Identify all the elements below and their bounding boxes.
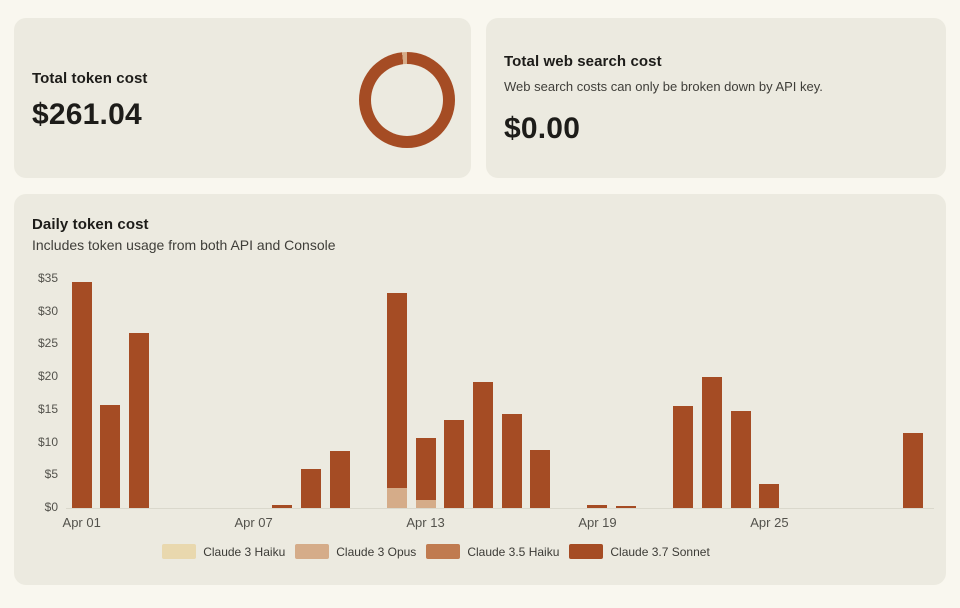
y-tick--30: $30	[37, 303, 58, 318]
x-tick-apr-01: Apr 01	[62, 515, 101, 530]
y-tick--5: $5	[44, 467, 58, 482]
bar-apr-22-claude-3-7-sonnet[interactable]	[673, 405, 694, 508]
daily-token-cost-card: Daily token cost Includes token usage fr…	[14, 194, 946, 585]
bar-apr-30-claude-3-7-sonnet[interactable]	[902, 433, 923, 508]
legend-label-claude-3-5-haiku: Claude 3.5 Haiku	[467, 544, 560, 559]
bar-apr-19-claude-3-7-sonnet[interactable]	[587, 504, 608, 508]
bar-apr-17-claude-3-7-sonnet[interactable]	[530, 450, 551, 508]
bar-apr-15-claude-3-7-sonnet[interactable]	[472, 381, 493, 508]
y-tick--10: $10	[37, 434, 58, 449]
x-tick-apr-19: Apr 19	[578, 515, 617, 530]
legend-item-claude-3-opus: Claude 3 Opus	[295, 544, 416, 559]
bar-apr-23-claude-3-7-sonnet[interactable]	[702, 376, 723, 508]
legend-label-claude-3-opus: Claude 3 Opus	[336, 544, 417, 559]
y-tick--15: $15	[37, 401, 58, 416]
legend-swatch-claude-3-5-haiku	[426, 544, 461, 559]
bar-apr-01-claude-3-7-sonnet[interactable]	[71, 281, 92, 508]
x-tick-apr-25: Apr 25	[750, 515, 789, 530]
bar-apr-16-claude-3-7-sonnet[interactable]	[501, 413, 522, 508]
bar-series	[14, 194, 946, 508]
bar-apr-14-claude-3-7-sonnet[interactable]	[444, 420, 465, 508]
x-tick-apr-07: Apr 07	[234, 515, 273, 530]
legend-item-claude-3-7-sonnet: Claude 3.7 Sonnet	[569, 544, 710, 559]
legend-label-claude-3-7-sonnet: Claude 3.7 Sonnet	[610, 544, 710, 559]
total-web-search-cost-subtitle: Web search costs can only be broken down…	[504, 79, 823, 94]
donut-hole	[371, 64, 443, 136]
bar-apr-10-claude-3-7-sonnet[interactable]	[329, 451, 350, 508]
total-web-search-cost-value: $0.00	[504, 112, 581, 145]
total-token-cost-card: Total token cost $261.04	[14, 18, 471, 178]
bar-apr-08-claude-3-7-sonnet[interactable]	[272, 505, 293, 508]
y-tick--0: $0	[44, 500, 58, 514]
daily-token-cost-subtitle: Includes token usage from both API and C…	[32, 237, 336, 253]
bar-apr-25-claude-3-7-sonnet[interactable]	[759, 484, 780, 508]
y-tick--20: $20	[37, 369, 58, 384]
bar-apr-13-claude-3-opus[interactable]	[415, 499, 436, 508]
chart-legend: Claude 3 Haiku Claude 3 Opus Claude 3.5 Ha…	[0, 544, 902, 559]
legend-swatch-claude-3-opus	[295, 544, 330, 559]
y-tick--25: $25	[37, 336, 58, 351]
bar-apr-02-claude-3-7-sonnet[interactable]	[100, 405, 121, 508]
bar-apr-20-claude-3-7-sonnet[interactable]	[616, 506, 637, 508]
token-cost-donut-chart[interactable]	[359, 52, 455, 148]
x-axis-line	[66, 508, 934, 509]
bar-apr-12-claude-3-7-sonnet[interactable]	[386, 293, 407, 488]
total-web-search-cost-title: Total web search cost	[504, 53, 662, 70]
bar-apr-13-claude-3-7-sonnet[interactable]	[415, 438, 436, 500]
legend-swatch-claude-3-haiku	[162, 544, 197, 559]
legend-label-claude-3-haiku: Claude 3 Haiku	[203, 544, 286, 559]
daily-token-cost-title: Daily token cost	[32, 216, 149, 233]
x-tick-apr-13: Apr 13	[406, 515, 445, 530]
total-token-cost-title: Total token cost	[32, 70, 148, 87]
total-web-search-cost-card: Total web search cost Web search costs c…	[486, 18, 946, 178]
legend-item-claude-3-5-haiku: Claude 3.5 Haiku	[426, 544, 559, 559]
legend-swatch-claude-3-7-sonnet	[569, 544, 604, 559]
total-token-cost-value: $261.04	[32, 98, 142, 131]
bar-apr-12-claude-3-opus[interactable]	[386, 487, 407, 508]
legend-item-claude-3-haiku: Claude 3 Haiku	[162, 544, 285, 559]
daily-token-cost-chart: $0 $5 $10 $15 $20 $25 $30 $35 Apr 01 Apr 07 Apr 1…	[14, 194, 946, 585]
y-tick--35: $35	[37, 271, 58, 285]
bar-apr-03-claude-3-7-sonnet[interactable]	[129, 332, 149, 508]
bar-apr-09-claude-3-7-sonnet[interactable]	[300, 468, 321, 508]
bar-apr-24-claude-3-7-sonnet[interactable]	[730, 410, 751, 508]
